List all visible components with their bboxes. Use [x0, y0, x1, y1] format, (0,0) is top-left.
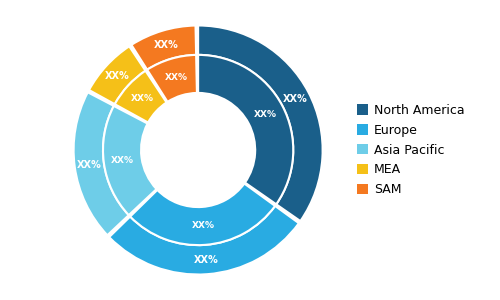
Text: XX%: XX%: [154, 40, 179, 50]
Wedge shape: [89, 46, 146, 104]
Text: XX%: XX%: [254, 110, 277, 119]
Text: XX%: XX%: [192, 221, 215, 230]
Text: XX%: XX%: [194, 254, 218, 265]
Text: XX%: XX%: [164, 73, 188, 82]
Legend: North America, Europe, Asia Pacific, MEA, SAM: North America, Europe, Asia Pacific, MEA…: [352, 99, 470, 201]
Text: XX%: XX%: [105, 71, 130, 81]
Wedge shape: [103, 106, 156, 215]
Text: XX%: XX%: [77, 160, 102, 170]
Text: XX%: XX%: [130, 94, 154, 103]
Text: XX%: XX%: [283, 94, 308, 104]
Wedge shape: [198, 55, 293, 204]
Wedge shape: [132, 26, 196, 70]
Text: XX%: XX%: [111, 156, 134, 165]
Wedge shape: [109, 206, 299, 274]
Wedge shape: [74, 92, 129, 235]
Wedge shape: [130, 184, 275, 245]
Wedge shape: [147, 55, 197, 102]
Wedge shape: [115, 71, 166, 122]
Wedge shape: [198, 26, 322, 221]
